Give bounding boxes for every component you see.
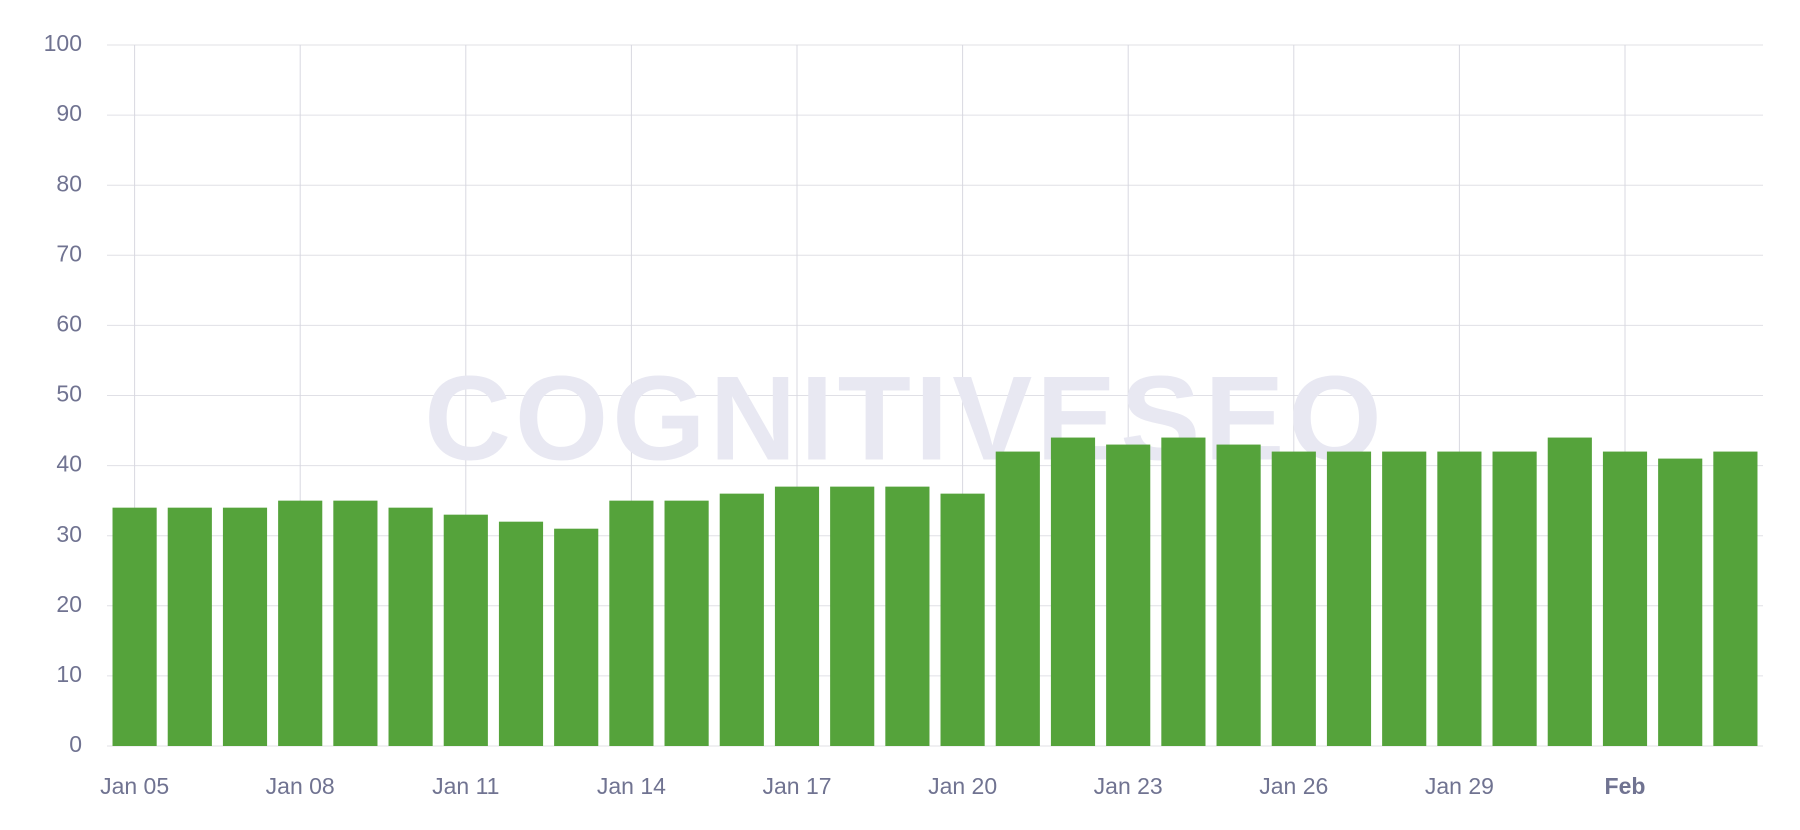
x-tick-label: Jan 14: [597, 773, 666, 799]
y-tick-label: 20: [56, 591, 82, 617]
bar: [222, 507, 268, 746]
y-tick-label: 90: [56, 100, 82, 126]
bar: [830, 486, 875, 746]
bar: [443, 514, 488, 746]
bar: [1658, 458, 1703, 746]
y-tick-label: 70: [56, 240, 82, 266]
bar: [885, 486, 930, 746]
x-tick-label: Jan 26: [1259, 773, 1328, 799]
y-tick-label: 60: [56, 310, 82, 336]
y-tick-label: 50: [56, 381, 82, 407]
y-tick-label: 40: [56, 451, 82, 477]
x-tick-label: Jan 05: [100, 773, 169, 799]
bar: [774, 486, 820, 746]
bar: [719, 493, 764, 746]
x-tick-label: Jan 11: [432, 773, 499, 799]
bar: [1713, 451, 1758, 746]
bar: [1547, 437, 1592, 746]
x-tick-label: Jan 29: [1425, 773, 1494, 799]
bar: [1326, 451, 1372, 746]
x-tick-label: Feb: [1605, 773, 1646, 799]
y-tick-label: 10: [56, 661, 82, 687]
y-tick-label: 80: [56, 170, 82, 196]
bar: [609, 500, 654, 746]
y-tick-label: 0: [69, 731, 82, 757]
bar: [940, 493, 985, 746]
bar: [278, 500, 323, 746]
bar: [664, 500, 709, 746]
y-tick-label: 30: [56, 521, 82, 547]
bar: [1050, 437, 1096, 746]
bar: [1492, 451, 1537, 746]
bar: [1382, 451, 1427, 746]
bar: [112, 507, 157, 746]
bar: [388, 507, 433, 746]
bar: [1271, 451, 1316, 746]
y-tick-label: 100: [44, 30, 82, 56]
bar: [167, 507, 212, 746]
bar: [995, 451, 1040, 746]
bar: [1106, 444, 1151, 746]
bar: [498, 521, 544, 746]
x-tick-label: Jan 20: [928, 773, 997, 799]
bar: [1602, 451, 1648, 746]
bar: [333, 500, 378, 746]
bar: [1216, 444, 1261, 746]
bar: [1161, 437, 1206, 746]
x-tick-label: Jan 08: [266, 773, 335, 799]
x-tick-label: Jan 23: [1094, 773, 1163, 799]
bar: [554, 528, 599, 746]
x-tick-label: Jan 17: [762, 773, 831, 799]
bar: [1437, 451, 1482, 746]
